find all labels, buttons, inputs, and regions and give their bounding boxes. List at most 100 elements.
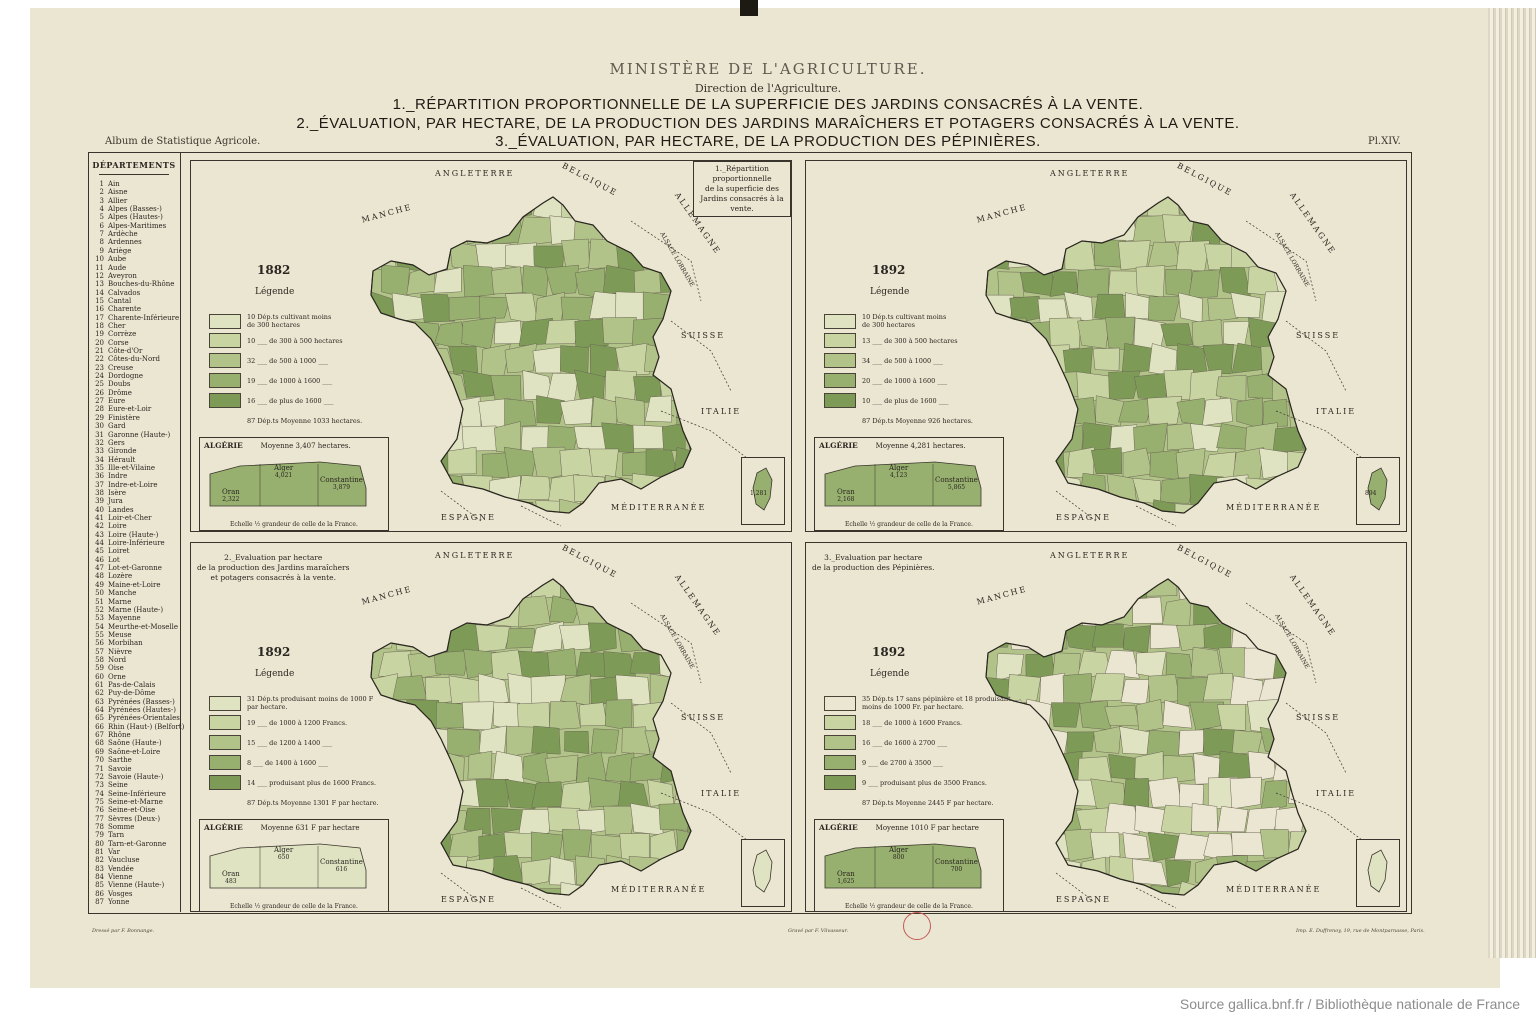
province-name: Constantine (320, 858, 363, 866)
departement-area (447, 446, 477, 475)
departement-entry: 13 Bouches-du-Rhône (90, 280, 174, 288)
binding-spine (740, 0, 758, 16)
departement-area (398, 499, 428, 513)
departement-name: Loire-Inférieure (108, 539, 165, 548)
departement-area (1082, 422, 1113, 453)
departement-area (559, 447, 595, 479)
departement-number: 54 (95, 622, 104, 631)
departement-area (1077, 318, 1111, 349)
departement-entry: 72 Savoie (Haute-) (90, 773, 163, 781)
departement-area (601, 422, 637, 453)
legend-swatch (209, 373, 241, 388)
legend-text: 19 ___ de 1000 à 1600 ___ (247, 377, 332, 385)
departement-area (463, 648, 497, 679)
departement-entry: 51 Marne (90, 598, 131, 606)
departement-name: Morbihan (108, 639, 143, 648)
departement-area (1159, 476, 1196, 504)
departement-area (1247, 264, 1280, 297)
departement-name: Seine-et-Oise (108, 806, 156, 815)
legend-label: 19 ___ de 1000 à 1200 Francs. (247, 718, 348, 727)
departement-name: Charente-Inférieure (108, 313, 180, 322)
departement-area (1299, 751, 1306, 785)
departement-name: Ain (108, 180, 120, 188)
departement-number: 27 (95, 397, 104, 406)
legend-label: 32 ___ de 500 à 1000 ___ (247, 356, 328, 365)
departement-area (490, 374, 522, 403)
map-panel-1892-maraichers: ANGLETERRE BELGIQUE ALLEMAGNE MANCHE SUISSE I… (190, 542, 792, 912)
departement-area (532, 346, 566, 374)
algeria-map (824, 843, 982, 889)
departement-area (1104, 650, 1140, 679)
departement-entry: 49 Maine-et-Loire (90, 580, 160, 589)
departement-area (518, 595, 551, 628)
province-value: 1,625 (837, 878, 855, 885)
departement-area (660, 856, 691, 885)
departement-area (1217, 805, 1249, 833)
departement-area (408, 369, 435, 403)
departement-number: 42 (95, 522, 104, 531)
departement-area (392, 675, 427, 701)
departement-area (1173, 832, 1210, 860)
departement-area (1302, 421, 1306, 450)
departement-name: Loiret (108, 547, 130, 556)
departement-area (616, 197, 649, 219)
legend-row: 14 ___ produisant plus de 1600 Francs. (209, 775, 376, 790)
departement-area (1079, 700, 1112, 731)
departement-number: 10 (95, 255, 104, 264)
geo-label-italie: ITALIE (1316, 789, 1357, 798)
departement-number: 8 (99, 238, 104, 247)
legend-row: 10 Dép.ts cultivant moins de 300 hectares (824, 313, 946, 329)
departement-area (395, 729, 427, 759)
algeria-map (824, 461, 982, 507)
departement-area (1062, 396, 1097, 427)
legend-mean: 87 Dép.ts Moyenne 926 hectares. (862, 417, 973, 425)
departement-area (615, 342, 650, 377)
departement-area (478, 579, 510, 598)
departement-number: 1 (99, 180, 104, 188)
departement-area (1050, 371, 1081, 401)
legend-title: Légende (255, 287, 295, 297)
legend-label: 15 ___ de 1200 à 1400 ___ (247, 738, 333, 747)
departement-name: Jura (108, 497, 123, 506)
departement-area (376, 317, 410, 350)
departement-area (686, 802, 691, 838)
departement-area (1149, 449, 1180, 481)
departement-area (1052, 652, 1081, 676)
legend-row: 18 ___ de 1000 à 1600 Francs. (824, 715, 962, 730)
departement-number: 39 (95, 497, 104, 506)
algeria-scale: Echelle ½ grandeur de celle de la France… (845, 521, 973, 528)
departement-area (432, 212, 463, 244)
departement-area (1188, 269, 1221, 299)
departement-area (544, 754, 579, 785)
departement-area (1273, 856, 1306, 888)
departement-name: Savoie (Haute-) (108, 772, 164, 781)
legend-text: 16 ___ de 1600 à 2700 ___ (862, 739, 947, 747)
france-border (985, 578, 1307, 896)
departement-area (690, 266, 691, 296)
departement-entry: 73 Seine (90, 781, 128, 789)
departement-area (505, 242, 537, 270)
departement-area (1024, 475, 1051, 503)
departement-area (1249, 215, 1274, 246)
departement-area (1007, 776, 1042, 808)
legend-text: 19 ___ de 1000 à 1200 Francs. (247, 719, 347, 727)
departement-area (1247, 751, 1276, 782)
departement-area (1108, 753, 1138, 780)
departement-area (688, 422, 691, 450)
departement-number: 61 (95, 681, 104, 689)
departement-area (1023, 752, 1055, 782)
departement-entry: 21 Côte-d'Or (90, 347, 142, 355)
geo-label-italie: ITALIE (701, 407, 742, 416)
departement-name: Hérault (108, 455, 136, 464)
departement-area (986, 240, 1010, 270)
corsica-inset: 1,281 (741, 457, 785, 525)
departement-area (1273, 475, 1306, 506)
geo-label-suisse: SUISSE (1296, 331, 1341, 340)
departement-number: 67 (95, 731, 104, 740)
legend-swatch (209, 715, 241, 730)
departement-entry: 39 Jura (90, 497, 123, 505)
legend-text: 35 Dép.ts 17 sans pépinière et 18 produi… (862, 695, 1011, 711)
departement-number: 49 (95, 580, 104, 589)
map-year: 1882 (257, 263, 291, 277)
departement-entry: 71 Savoie (90, 765, 131, 773)
